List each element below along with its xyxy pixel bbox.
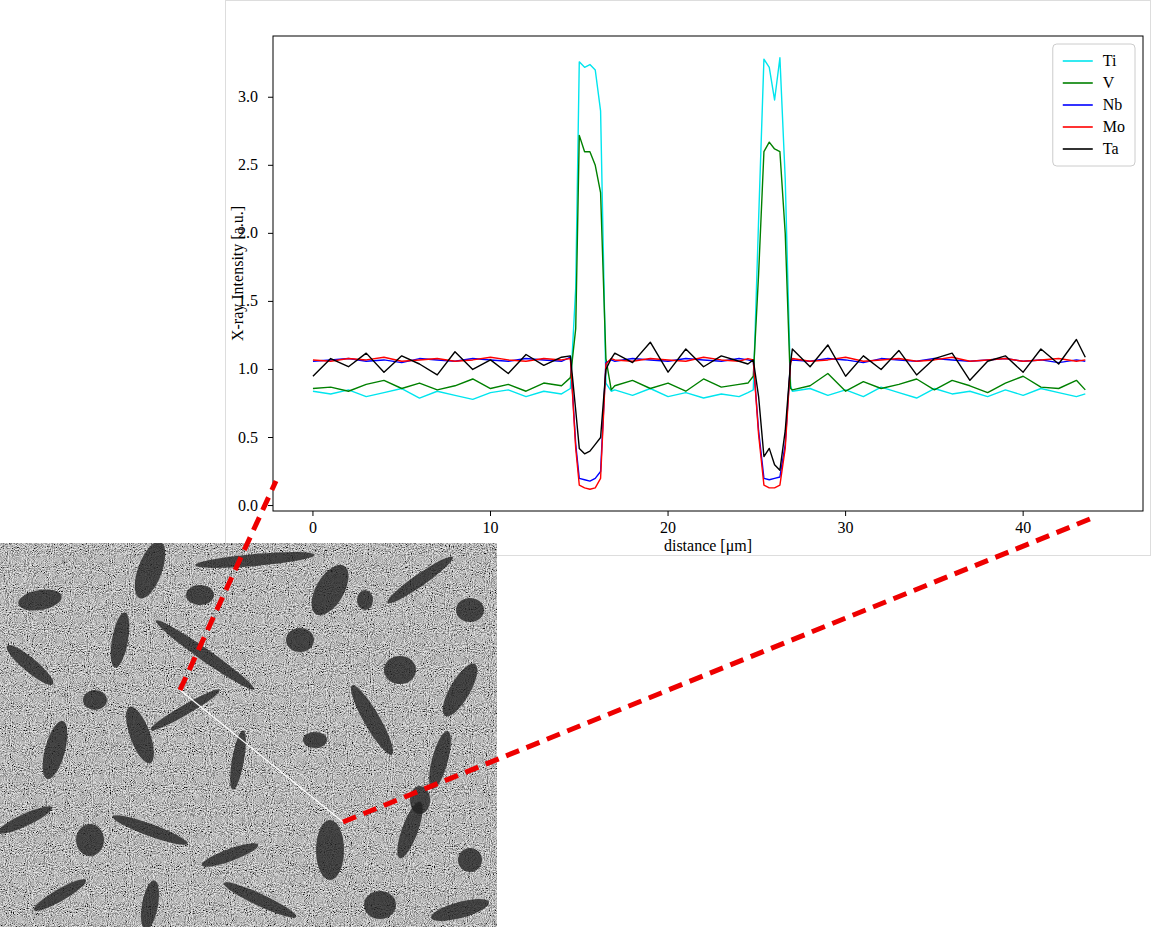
y-tick bbox=[268, 97, 273, 98]
y-tick-label: 3.0 bbox=[238, 88, 258, 105]
series-line bbox=[313, 357, 1085, 489]
x-tick bbox=[1023, 511, 1024, 516]
precipitate bbox=[186, 585, 214, 605]
precipitate bbox=[364, 891, 396, 919]
y-tick bbox=[268, 369, 273, 370]
legend-swatch bbox=[1063, 82, 1093, 84]
connector bbox=[343, 519, 1090, 822]
scan-line bbox=[180, 690, 343, 822]
precipitate bbox=[384, 552, 456, 608]
precipitate bbox=[384, 656, 416, 684]
precipitate bbox=[345, 681, 399, 758]
precipitate bbox=[195, 549, 316, 571]
x-tick bbox=[312, 511, 313, 516]
legend-label: Mo bbox=[1103, 118, 1125, 135]
precipitate bbox=[0, 802, 55, 838]
precipitate bbox=[83, 690, 107, 710]
y-tick-label: 0.5 bbox=[238, 429, 258, 446]
legend-box bbox=[1053, 44, 1135, 166]
legend-label: Ta bbox=[1103, 140, 1119, 157]
x-tick-label: 30 bbox=[838, 519, 854, 536]
micrograph-base bbox=[0, 543, 497, 927]
precipitate bbox=[456, 598, 484, 622]
x-tick-label: 40 bbox=[1015, 519, 1031, 536]
connector bbox=[180, 481, 276, 690]
precipitate bbox=[458, 848, 482, 872]
y-tick bbox=[268, 437, 273, 438]
precipitate bbox=[227, 729, 249, 790]
y-tick bbox=[268, 233, 273, 234]
y-tick-label: 0.0 bbox=[238, 497, 258, 514]
x-tick bbox=[845, 511, 846, 516]
micrograph bbox=[0, 543, 497, 927]
precipitate bbox=[76, 824, 104, 856]
legend-swatch bbox=[1063, 60, 1093, 62]
y-tick bbox=[268, 301, 273, 302]
chart-panel bbox=[226, 1, 1151, 556]
axes-frame bbox=[273, 36, 1143, 511]
precipitate bbox=[425, 729, 456, 791]
precipitate bbox=[152, 616, 257, 695]
y-tick bbox=[268, 165, 273, 166]
x-tick bbox=[490, 511, 491, 516]
x-tick-label: 10 bbox=[483, 519, 499, 536]
precipitate bbox=[31, 875, 89, 915]
precipitate bbox=[107, 611, 132, 669]
legend-label: V bbox=[1103, 74, 1115, 91]
precipitate bbox=[221, 878, 299, 923]
legend-label: Nb bbox=[1103, 96, 1123, 113]
precipitate bbox=[120, 703, 159, 766]
legend-label: Ti bbox=[1103, 52, 1117, 69]
figure: 0102030400.00.51.01.52.02.53.0distance [… bbox=[0, 0, 1151, 927]
series-line bbox=[313, 135, 1085, 392]
plot-lines bbox=[313, 58, 1085, 489]
precipitate bbox=[316, 820, 344, 880]
legend: Ti V Nb Mo Ta bbox=[1053, 44, 1135, 166]
precipitate bbox=[436, 659, 483, 721]
precipitate bbox=[128, 543, 171, 602]
precipitate bbox=[3, 640, 58, 689]
x-tick bbox=[668, 511, 669, 516]
precipitate bbox=[357, 590, 373, 610]
precipitate bbox=[429, 895, 491, 926]
y-axis-title: X-ray Intensity [a.u.] bbox=[229, 206, 247, 341]
precipitate bbox=[148, 686, 222, 735]
precipitate bbox=[303, 732, 327, 748]
series-line bbox=[313, 340, 1085, 471]
x-tick-label: 0 bbox=[309, 519, 317, 536]
y-tick-label: 2.5 bbox=[238, 156, 258, 173]
precipitate bbox=[38, 718, 73, 781]
legend-swatch bbox=[1063, 148, 1093, 150]
micrograph-noise bbox=[0, 543, 497, 927]
series-line bbox=[313, 357, 1085, 481]
y-tick bbox=[268, 505, 273, 506]
precipitate bbox=[110, 811, 189, 850]
series-line bbox=[313, 58, 1085, 400]
precipitate bbox=[304, 559, 356, 621]
y-tick-label: 1.0 bbox=[238, 360, 258, 377]
legend-swatch bbox=[1063, 104, 1093, 106]
precipitate bbox=[200, 839, 260, 871]
x-tick-label: 20 bbox=[660, 519, 676, 536]
precipitate bbox=[138, 879, 162, 927]
precipitate bbox=[17, 586, 64, 613]
precipitate bbox=[286, 628, 314, 652]
legend-swatch bbox=[1063, 126, 1093, 128]
x-axis-title: distance [μm] bbox=[664, 537, 752, 555]
